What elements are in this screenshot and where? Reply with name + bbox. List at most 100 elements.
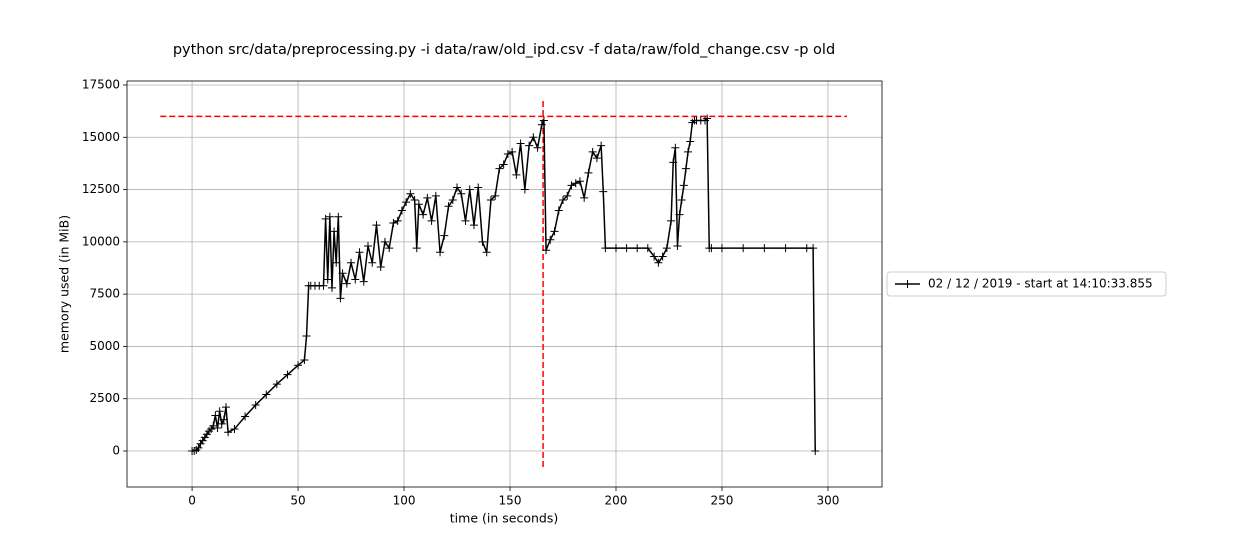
point-marker [336,294,345,303]
point-marker [355,248,364,257]
y-tick-label: 15000 [82,130,120,144]
point-marker [338,269,347,278]
point-marker [597,141,606,150]
point-marker [474,183,483,192]
y-tick-label: 7500 [89,287,120,301]
point-marker [444,202,453,211]
point-marker [601,244,610,253]
point-marker [410,196,419,205]
y-tick-label: 10000 [82,234,120,248]
point-marker [686,137,695,146]
point-marker [224,428,233,437]
x-tick-label: 0 [188,494,196,508]
point-marker [323,275,332,284]
point-marker [679,181,688,190]
point-marker [389,219,398,228]
point-marker [283,370,292,379]
point-marker [294,361,303,370]
y-axis-label: memory used (in MiB) [57,215,72,353]
point-marker [542,246,551,255]
point-marker [681,164,690,173]
point-marker [503,150,512,159]
point-marker [194,443,203,452]
point-marker [325,212,334,221]
point-marker [588,147,597,156]
point-marker [221,403,230,412]
point-marker [701,116,710,125]
point-marker [334,212,343,221]
point-marker [347,258,356,267]
point-marker [584,168,593,177]
point-marker [342,279,351,288]
point-marker [520,185,529,194]
point-marker [495,164,504,173]
point-marker [376,262,385,271]
point-marker [671,143,680,152]
point-marker [592,154,601,163]
point-marker [643,244,652,253]
point-marker [533,143,542,152]
point-marker [662,244,671,253]
point-marker [673,242,682,251]
point-marker [465,185,474,194]
point-marker [431,191,440,200]
point-marker [658,252,667,261]
point-marker [321,214,330,223]
point-marker [633,244,642,253]
point-marker [209,421,218,430]
point-marker [499,160,508,169]
point-marker [563,191,572,200]
point-marker [667,216,676,225]
point-marker [461,216,470,225]
point-marker [393,216,402,225]
point-marker [703,114,712,123]
point-marker [251,401,260,410]
point-marker [559,196,568,205]
point-marker [190,447,199,456]
point-marker [539,116,548,125]
point-marker [380,237,389,246]
point-marker [217,419,226,428]
point-marker [319,281,328,290]
point-marker [402,198,411,207]
point-marker [219,415,228,424]
point-marker [739,244,748,253]
point-marker [414,200,423,209]
point-marker [363,242,372,251]
point-marker [205,427,214,436]
point-marker [327,283,336,292]
point-marker [213,424,222,433]
point-marker [372,221,381,230]
point-marker [385,244,394,253]
x-axis-label: time (in seconds) [450,511,558,526]
point-marker [599,187,608,196]
y-tick-label: 2500 [89,391,120,405]
x-tick-label: 50 [290,494,305,508]
point-marker [300,356,309,365]
point-marker [760,244,769,253]
point-marker [423,193,432,202]
x-tick-label: 200 [605,494,628,508]
point-marker [675,210,684,219]
legend-marker [903,280,912,288]
point-marker [575,177,584,186]
point-marker [332,258,341,267]
point-marker [330,227,339,236]
point-marker [650,252,659,261]
point-marker [368,258,377,267]
point-marker [688,118,697,127]
x-tick-label: 150 [499,494,522,508]
legend-label: 02 / 12 / 2019 - start at 14:10:33.855 [928,277,1153,291]
point-marker [192,445,201,454]
point-marker [622,244,631,253]
point-marker [516,139,525,148]
legend-box [886,271,1167,297]
point-marker [397,206,406,215]
point-marker [469,221,478,230]
point-marker [550,227,559,236]
point-marker [677,196,686,205]
point-marker [546,235,555,244]
point-marker [211,411,220,420]
point-marker [440,231,449,240]
point-marker [412,244,421,253]
